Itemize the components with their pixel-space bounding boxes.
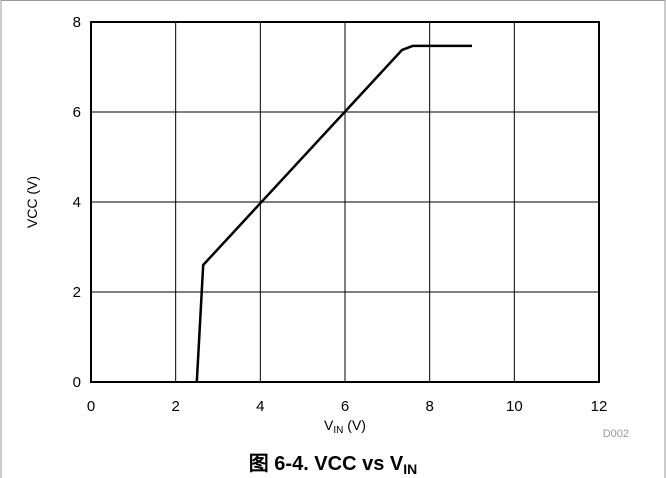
y-tick-labels: 0 2 4 6 8 bbox=[73, 14, 81, 391]
figure-id-label: D002 bbox=[603, 428, 629, 440]
x-tick-label: 8 bbox=[425, 398, 433, 415]
vcc-series-line bbox=[195, 44, 472, 383]
y-tick-label: 6 bbox=[73, 104, 81, 121]
y-tick-label: 0 bbox=[73, 374, 81, 391]
y-tick-label: 2 bbox=[73, 284, 81, 301]
y-axis-label: VCC (V) bbox=[24, 176, 40, 228]
x-tick-labels: 0 2 4 6 8 10 12 bbox=[87, 398, 608, 415]
x-tick-label: 6 bbox=[341, 398, 349, 415]
x-tick-label: 10 bbox=[506, 398, 523, 415]
plot-border bbox=[90, 21, 600, 383]
x-tick-label: 2 bbox=[171, 398, 179, 415]
y-tick-label: 8 bbox=[73, 14, 81, 31]
x-tick-label: 4 bbox=[256, 398, 264, 415]
figure-caption: 图 6-4. VCC vs VIN bbox=[249, 452, 418, 477]
x-tick-label: 0 bbox=[87, 398, 95, 415]
series-layer bbox=[195, 44, 472, 383]
y-tick-label: 4 bbox=[73, 194, 81, 211]
x-tick-label: 12 bbox=[591, 398, 608, 415]
x-axis-label: VIN (V) bbox=[324, 417, 366, 436]
